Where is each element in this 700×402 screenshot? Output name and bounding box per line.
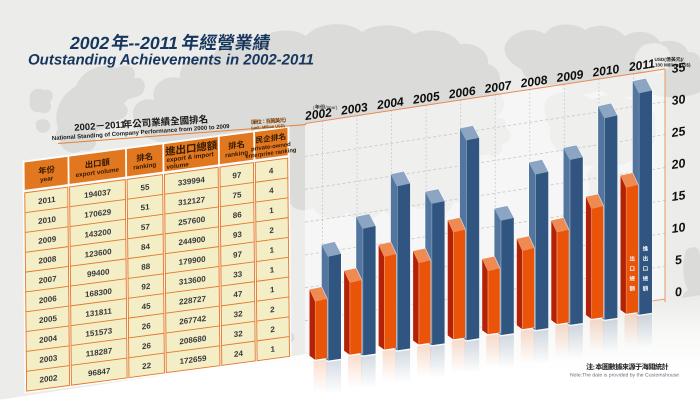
svg-text:2007: 2007 [39,274,58,285]
svg-text:97: 97 [232,170,242,180]
svg-text:USD(: USD( [655,57,667,62]
svg-text:10: 10 [671,220,687,236]
svg-text:88: 88 [141,262,151,272]
svg-text:57: 57 [141,222,151,232]
svg-text:25: 25 [670,124,688,140]
svg-text::: : [593,362,595,371]
svg-text:2009: 2009 [555,67,585,85]
svg-text:2002: 2002 [69,33,109,53]
svg-text:86: 86 [233,210,243,220]
svg-text:2003: 2003 [339,100,369,118]
svg-text:99400: 99400 [87,267,110,279]
svg-text:151573: 151573 [85,326,113,339]
svg-text:75: 75 [232,190,242,200]
svg-text:339994: 339994 [178,175,206,188]
svg-text:2010: 2010 [591,62,621,80]
svg-text:--2011: --2011 [128,33,178,53]
svg-text:45: 45 [142,301,152,311]
svg-text:ranking: ranking [225,149,248,159]
svg-text:Note:The date is provided by t: Note:The date is provided by the Customs… [570,372,679,378]
svg-text:208680: 208680 [179,334,207,347]
svg-text:312127: 312127 [178,195,206,208]
svg-text:Outstanding Achievements in 20: Outstanding Achievements in 2002-2011 [28,52,314,69]
svg-text:2: 2 [270,325,275,335]
svg-text:1: 1 [269,206,274,216]
svg-text:volume: volume [166,161,189,171]
svg-text:2002－2011: 2002－2011 [74,120,127,134]
svg-text:24: 24 [234,349,244,359]
svg-text:2011: 2011 [627,56,656,74]
svg-text:2002: 2002 [39,373,58,384]
svg-text:313600: 313600 [179,274,207,287]
svg-text:26: 26 [142,341,152,351]
svg-text:2006: 2006 [39,294,58,305]
svg-text:93: 93 [233,230,243,240]
svg-text:1: 1 [270,265,275,275]
svg-text:84: 84 [141,242,151,252]
svg-text:4: 4 [269,186,274,196]
svg-text:33: 33 [233,269,243,279]
svg-text:143200: 143200 [84,227,112,240]
svg-text:1: 1 [270,345,275,355]
svg-text:96847: 96847 [88,366,111,378]
svg-text:32: 32 [234,309,244,319]
svg-text:year: year [40,175,54,184]
svg-text:244900: 244900 [178,235,206,248]
svg-text:)/: )/ [681,57,685,62]
svg-text:172659: 172659 [180,354,208,367]
svg-text:100 Million(US$): 100 Million(US$) [655,62,691,67]
svg-text:1: 1 [270,285,275,295]
svg-text:26: 26 [142,321,152,331]
svg-text:2: 2 [270,305,275,315]
svg-text:92: 92 [141,282,151,292]
svg-text:51: 51 [141,202,151,212]
svg-text:168300: 168300 [85,287,113,300]
svg-text:2005: 2005 [411,89,441,107]
svg-text:2005: 2005 [39,314,58,325]
svg-text:2: 2 [269,226,274,236]
svg-text:179900: 179900 [179,254,207,267]
svg-text:2009: 2009 [38,234,57,245]
svg-text:4: 4 [269,166,274,176]
svg-text:267742: 267742 [179,314,207,327]
svg-text:30: 30 [671,92,687,108]
svg-text:2006: 2006 [447,84,477,102]
svg-text:5: 5 [674,252,684,267]
svg-text:1: 1 [270,245,275,255]
svg-text:2008: 2008 [38,254,57,265]
svg-text:194037: 194037 [84,188,112,201]
svg-text:228727: 228727 [179,294,207,307]
svg-text:2004: 2004 [39,334,58,345]
svg-text:32: 32 [234,329,244,339]
svg-text:(: ( [313,105,315,110]
svg-text:20: 20 [670,156,687,172]
svg-text:2003: 2003 [39,353,58,364]
svg-text:ranking: ranking [133,162,156,172]
svg-text:2004: 2004 [375,94,405,112]
svg-text:131811: 131811 [85,307,112,320]
svg-text:2007: 2007 [483,78,514,96]
svg-text:(unit: Million USD): (unit: Million USD) [251,123,285,130]
svg-text:35: 35 [671,60,688,76]
svg-text:15: 15 [671,188,688,204]
svg-text:22: 22 [142,361,152,371]
svg-text:0: 0 [674,285,683,300]
svg-text:118287: 118287 [86,346,113,359]
svg-text:97: 97 [233,250,243,260]
svg-text:47: 47 [233,289,243,299]
svg-text:257600: 257600 [178,215,206,228]
svg-text:2011: 2011 [38,195,56,206]
svg-text:2008: 2008 [519,73,549,91]
svg-text:2002: 2002 [303,105,333,123]
svg-text:123600: 123600 [85,247,113,260]
svg-text:170629: 170629 [84,207,112,220]
svg-text:55: 55 [140,182,150,192]
svg-text:2010: 2010 [38,215,57,226]
svg-text:/Year): /Year) [325,105,338,110]
